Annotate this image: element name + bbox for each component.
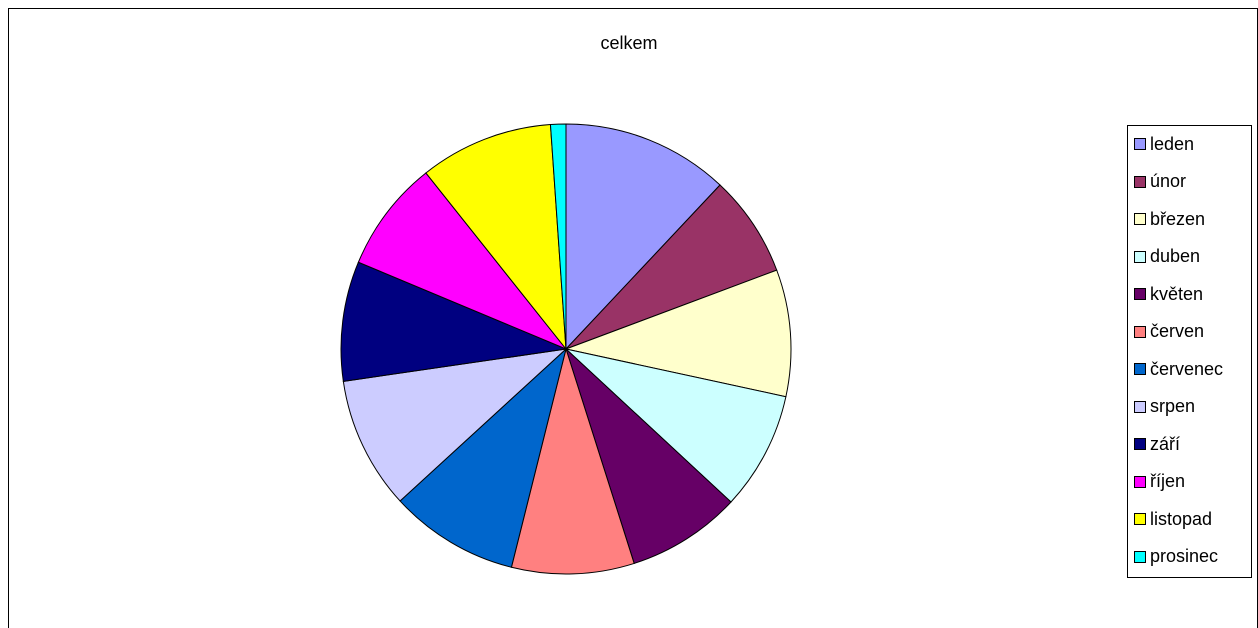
pie-slice-0: [565, 123, 721, 351]
legend: leden únor březen duben květen červen červenec…: [1127, 125, 1252, 578]
legend-label: říjen: [1150, 471, 1186, 491]
legend-item-3: duben: [1134, 242, 1200, 272]
legend-item-2: březen: [1134, 204, 1205, 234]
legend-label: únor: [1150, 171, 1187, 191]
legend-label: duben: [1150, 246, 1201, 266]
chart-title: celkem: [600, 33, 658, 53]
pie-slice-10: [425, 124, 567, 351]
pie-slice-5: [510, 347, 635, 575]
legend-item-0: leden: [1134, 129, 1194, 159]
legend-label: září: [1150, 433, 1181, 454]
legend-item-11: prosinec: [1134, 542, 1218, 572]
legend-item-7: srpen: [1134, 392, 1195, 422]
legend-swatch: [1134, 513, 1146, 525]
legend-swatch: [1134, 363, 1146, 375]
pie-slice-2: [564, 269, 792, 398]
legend-swatch: [1134, 550, 1146, 563]
legend-label: listopad: [1150, 508, 1213, 529]
legend-swatch: [1134, 213, 1146, 225]
pie-slice-1: [565, 184, 778, 350]
legend-label: červen: [1150, 321, 1205, 341]
legend-label: květen: [1150, 283, 1204, 304]
legend-item-5: červen: [1134, 317, 1204, 347]
legend-swatch: [1134, 400, 1146, 413]
legend-item-6: červenec: [1134, 354, 1223, 384]
legend-swatch: [1134, 175, 1146, 188]
pie-slice-3: [564, 348, 787, 503]
pie-slice-4: [564, 347, 732, 565]
legend-swatch: [1134, 250, 1146, 263]
legend-item-1: únor: [1134, 167, 1186, 197]
legend-swatch: [1134, 288, 1146, 300]
pie-slice-6: [399, 347, 567, 568]
pie-slice-8: [340, 261, 568, 382]
legend-label: leden: [1150, 133, 1195, 154]
legend-label: březen: [1150, 208, 1206, 229]
legend-swatch: [1134, 475, 1146, 488]
legend-item-9: říjen: [1134, 467, 1185, 497]
pie-slice-11: [549, 123, 567, 350]
legend-item-4: květen: [1134, 279, 1203, 309]
legend-swatch: [1134, 438, 1146, 450]
legend-swatch: [1134, 138, 1146, 150]
legend-swatch: [1134, 325, 1146, 338]
legend-label: srpen: [1150, 396, 1196, 416]
pie-slice-7: [342, 348, 568, 502]
pie-slice-9: [357, 172, 567, 350]
legend-label: prosinec: [1150, 546, 1219, 566]
legend-label: červenec: [1150, 358, 1224, 379]
legend-item-8: září: [1134, 429, 1180, 459]
legend-item-10: listopad: [1134, 504, 1212, 534]
